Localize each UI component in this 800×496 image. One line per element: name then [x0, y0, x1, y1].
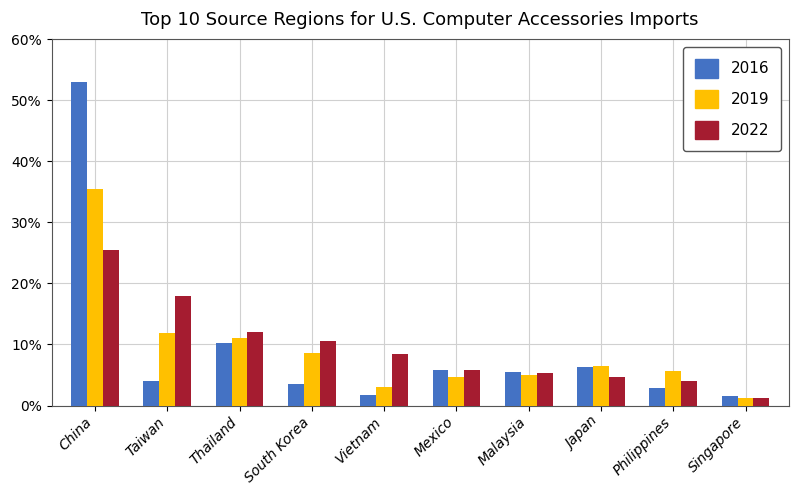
Bar	[754, 398, 770, 406]
Legend: 2016, 2019, 2022: 2016, 2019, 2022	[683, 47, 782, 151]
Bar	[505, 372, 521, 406]
Bar	[449, 377, 464, 406]
Bar	[288, 384, 304, 406]
Bar	[360, 394, 376, 406]
Bar	[433, 370, 449, 406]
Bar	[577, 367, 593, 406]
Bar	[738, 398, 754, 406]
Bar	[521, 375, 537, 406]
Bar	[376, 387, 392, 406]
Bar	[231, 338, 247, 406]
Title: Top 10 Source Regions for U.S. Computer Accessories Imports: Top 10 Source Regions for U.S. Computer …	[142, 11, 699, 29]
Bar	[537, 373, 553, 406]
Bar	[71, 82, 87, 406]
Bar	[247, 332, 263, 406]
Bar	[593, 366, 609, 406]
Bar	[143, 381, 159, 406]
Bar	[175, 296, 191, 406]
Bar	[320, 341, 336, 406]
Bar	[650, 388, 666, 406]
Bar	[392, 354, 408, 406]
Bar	[722, 396, 738, 406]
Bar	[304, 353, 320, 406]
Bar	[609, 377, 625, 406]
Bar	[464, 370, 480, 406]
Bar	[103, 250, 119, 406]
Bar	[666, 371, 681, 406]
Bar	[216, 343, 231, 406]
Bar	[681, 381, 697, 406]
Bar	[87, 188, 103, 406]
Bar	[159, 333, 175, 406]
